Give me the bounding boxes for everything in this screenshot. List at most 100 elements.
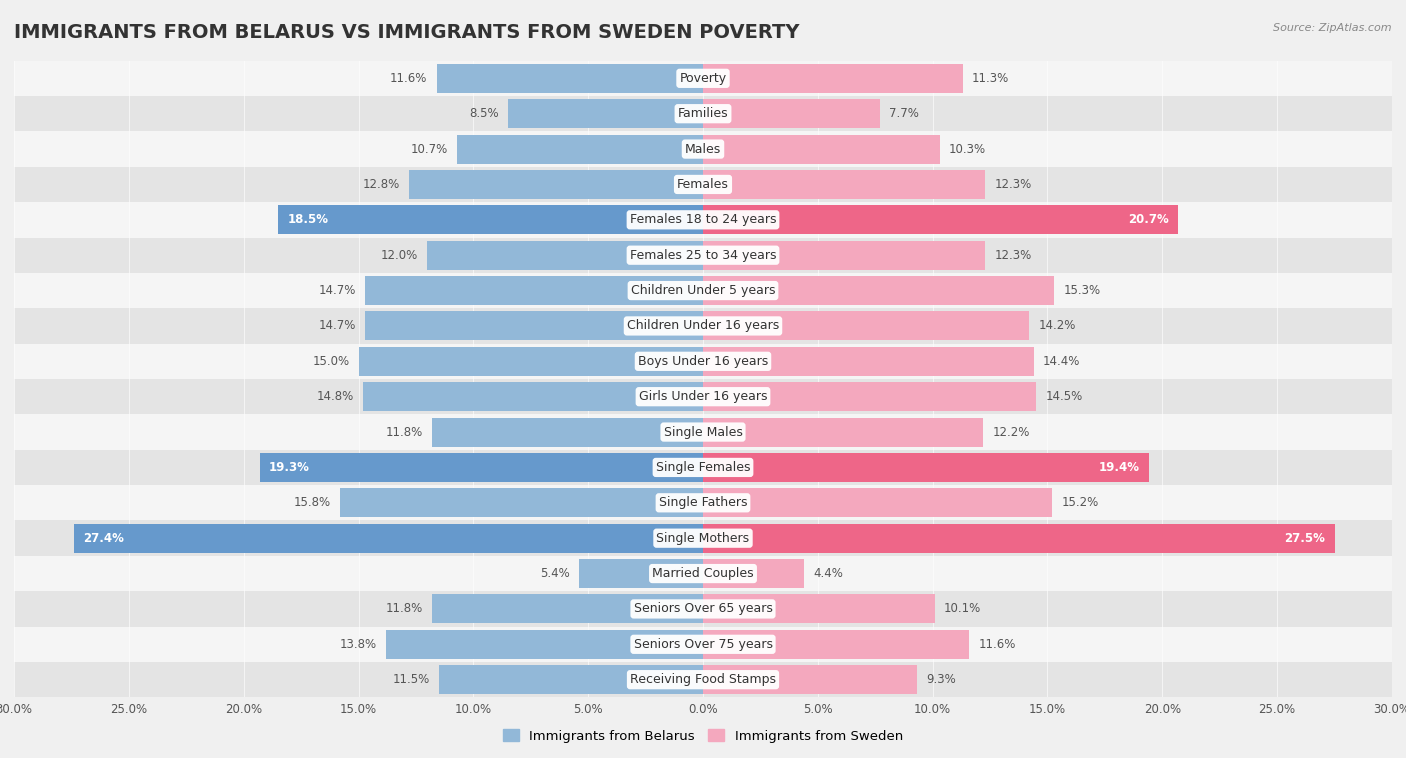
Text: 4.4%: 4.4% bbox=[813, 567, 844, 580]
Bar bbox=[14, 343, 1392, 379]
Text: Children Under 16 years: Children Under 16 years bbox=[627, 319, 779, 333]
Text: 10.7%: 10.7% bbox=[411, 143, 449, 155]
Text: 20.7%: 20.7% bbox=[1129, 213, 1170, 227]
Bar bbox=[437, 64, 703, 92]
Bar bbox=[432, 418, 703, 446]
Bar bbox=[409, 170, 703, 199]
Text: Receiving Food Stamps: Receiving Food Stamps bbox=[630, 673, 776, 686]
Bar bbox=[432, 594, 703, 623]
Text: 11.8%: 11.8% bbox=[385, 603, 423, 615]
Text: Single Mothers: Single Mothers bbox=[657, 531, 749, 545]
Bar bbox=[14, 662, 1392, 697]
Legend: Immigrants from Belarus, Immigrants from Sweden: Immigrants from Belarus, Immigrants from… bbox=[498, 724, 908, 748]
Bar bbox=[14, 202, 1392, 237]
Bar bbox=[366, 276, 703, 305]
Text: Females: Females bbox=[678, 178, 728, 191]
Bar bbox=[387, 630, 703, 659]
Text: 9.3%: 9.3% bbox=[925, 673, 956, 686]
Bar bbox=[439, 666, 703, 694]
Text: 15.8%: 15.8% bbox=[294, 496, 330, 509]
Bar bbox=[260, 453, 703, 482]
Bar bbox=[703, 276, 1054, 305]
Text: 14.7%: 14.7% bbox=[319, 284, 356, 297]
Bar bbox=[278, 205, 703, 234]
Text: 12.8%: 12.8% bbox=[363, 178, 399, 191]
Bar bbox=[703, 524, 1334, 553]
Bar bbox=[703, 453, 1149, 482]
Bar bbox=[579, 559, 703, 588]
Bar bbox=[14, 237, 1392, 273]
Text: 15.2%: 15.2% bbox=[1062, 496, 1098, 509]
Bar bbox=[703, 99, 880, 128]
Text: 11.6%: 11.6% bbox=[979, 637, 1017, 651]
Bar bbox=[703, 241, 986, 270]
Text: Source: ZipAtlas.com: Source: ZipAtlas.com bbox=[1274, 23, 1392, 33]
Text: 14.5%: 14.5% bbox=[1045, 390, 1083, 403]
Text: 27.4%: 27.4% bbox=[83, 531, 124, 545]
Text: Families: Families bbox=[678, 107, 728, 121]
Text: 12.0%: 12.0% bbox=[381, 249, 418, 262]
Bar bbox=[14, 96, 1392, 131]
Text: 11.3%: 11.3% bbox=[972, 72, 1010, 85]
Bar bbox=[14, 415, 1392, 449]
Text: 14.7%: 14.7% bbox=[319, 319, 356, 333]
Text: Girls Under 16 years: Girls Under 16 years bbox=[638, 390, 768, 403]
Text: 19.4%: 19.4% bbox=[1098, 461, 1139, 474]
Text: 14.4%: 14.4% bbox=[1043, 355, 1080, 368]
Bar bbox=[703, 64, 963, 92]
Bar bbox=[703, 347, 1033, 376]
Bar bbox=[703, 559, 804, 588]
Text: 7.7%: 7.7% bbox=[889, 107, 920, 121]
Bar bbox=[703, 488, 1052, 517]
Bar bbox=[14, 591, 1392, 627]
Text: Boys Under 16 years: Boys Under 16 years bbox=[638, 355, 768, 368]
Bar bbox=[14, 556, 1392, 591]
Bar bbox=[14, 309, 1392, 343]
Bar bbox=[14, 627, 1392, 662]
Bar bbox=[508, 99, 703, 128]
Text: Single Fathers: Single Fathers bbox=[659, 496, 747, 509]
Bar bbox=[703, 382, 1036, 411]
Text: Seniors Over 75 years: Seniors Over 75 years bbox=[634, 637, 772, 651]
Text: 27.5%: 27.5% bbox=[1285, 531, 1326, 545]
Text: 5.4%: 5.4% bbox=[540, 567, 569, 580]
Text: Females 18 to 24 years: Females 18 to 24 years bbox=[630, 213, 776, 227]
Bar bbox=[703, 630, 969, 659]
Text: 11.5%: 11.5% bbox=[392, 673, 430, 686]
Text: 11.6%: 11.6% bbox=[389, 72, 427, 85]
Text: Married Couples: Married Couples bbox=[652, 567, 754, 580]
Bar bbox=[73, 524, 703, 553]
Text: Females 25 to 34 years: Females 25 to 34 years bbox=[630, 249, 776, 262]
Bar bbox=[14, 167, 1392, 202]
Text: Single Males: Single Males bbox=[664, 425, 742, 439]
Text: 15.3%: 15.3% bbox=[1063, 284, 1101, 297]
Bar bbox=[703, 205, 1178, 234]
Text: Poverty: Poverty bbox=[679, 72, 727, 85]
Bar bbox=[340, 488, 703, 517]
Bar bbox=[14, 379, 1392, 415]
Bar bbox=[14, 61, 1392, 96]
Bar bbox=[14, 521, 1392, 556]
Bar bbox=[14, 131, 1392, 167]
Bar bbox=[703, 312, 1029, 340]
Bar bbox=[703, 594, 935, 623]
Bar bbox=[427, 241, 703, 270]
Text: 13.8%: 13.8% bbox=[340, 637, 377, 651]
Bar bbox=[457, 135, 703, 164]
Text: 12.3%: 12.3% bbox=[994, 249, 1032, 262]
Bar bbox=[359, 347, 703, 376]
Bar bbox=[703, 418, 983, 446]
Bar bbox=[703, 170, 986, 199]
Text: 14.2%: 14.2% bbox=[1038, 319, 1076, 333]
Text: Single Females: Single Females bbox=[655, 461, 751, 474]
Text: 8.5%: 8.5% bbox=[470, 107, 499, 121]
Text: 11.8%: 11.8% bbox=[385, 425, 423, 439]
Text: 15.0%: 15.0% bbox=[312, 355, 349, 368]
Text: 14.8%: 14.8% bbox=[316, 390, 354, 403]
Bar bbox=[14, 273, 1392, 309]
Text: 19.3%: 19.3% bbox=[269, 461, 309, 474]
Bar bbox=[703, 666, 917, 694]
Text: 18.5%: 18.5% bbox=[287, 213, 329, 227]
Text: 10.3%: 10.3% bbox=[949, 143, 986, 155]
Bar bbox=[14, 485, 1392, 521]
